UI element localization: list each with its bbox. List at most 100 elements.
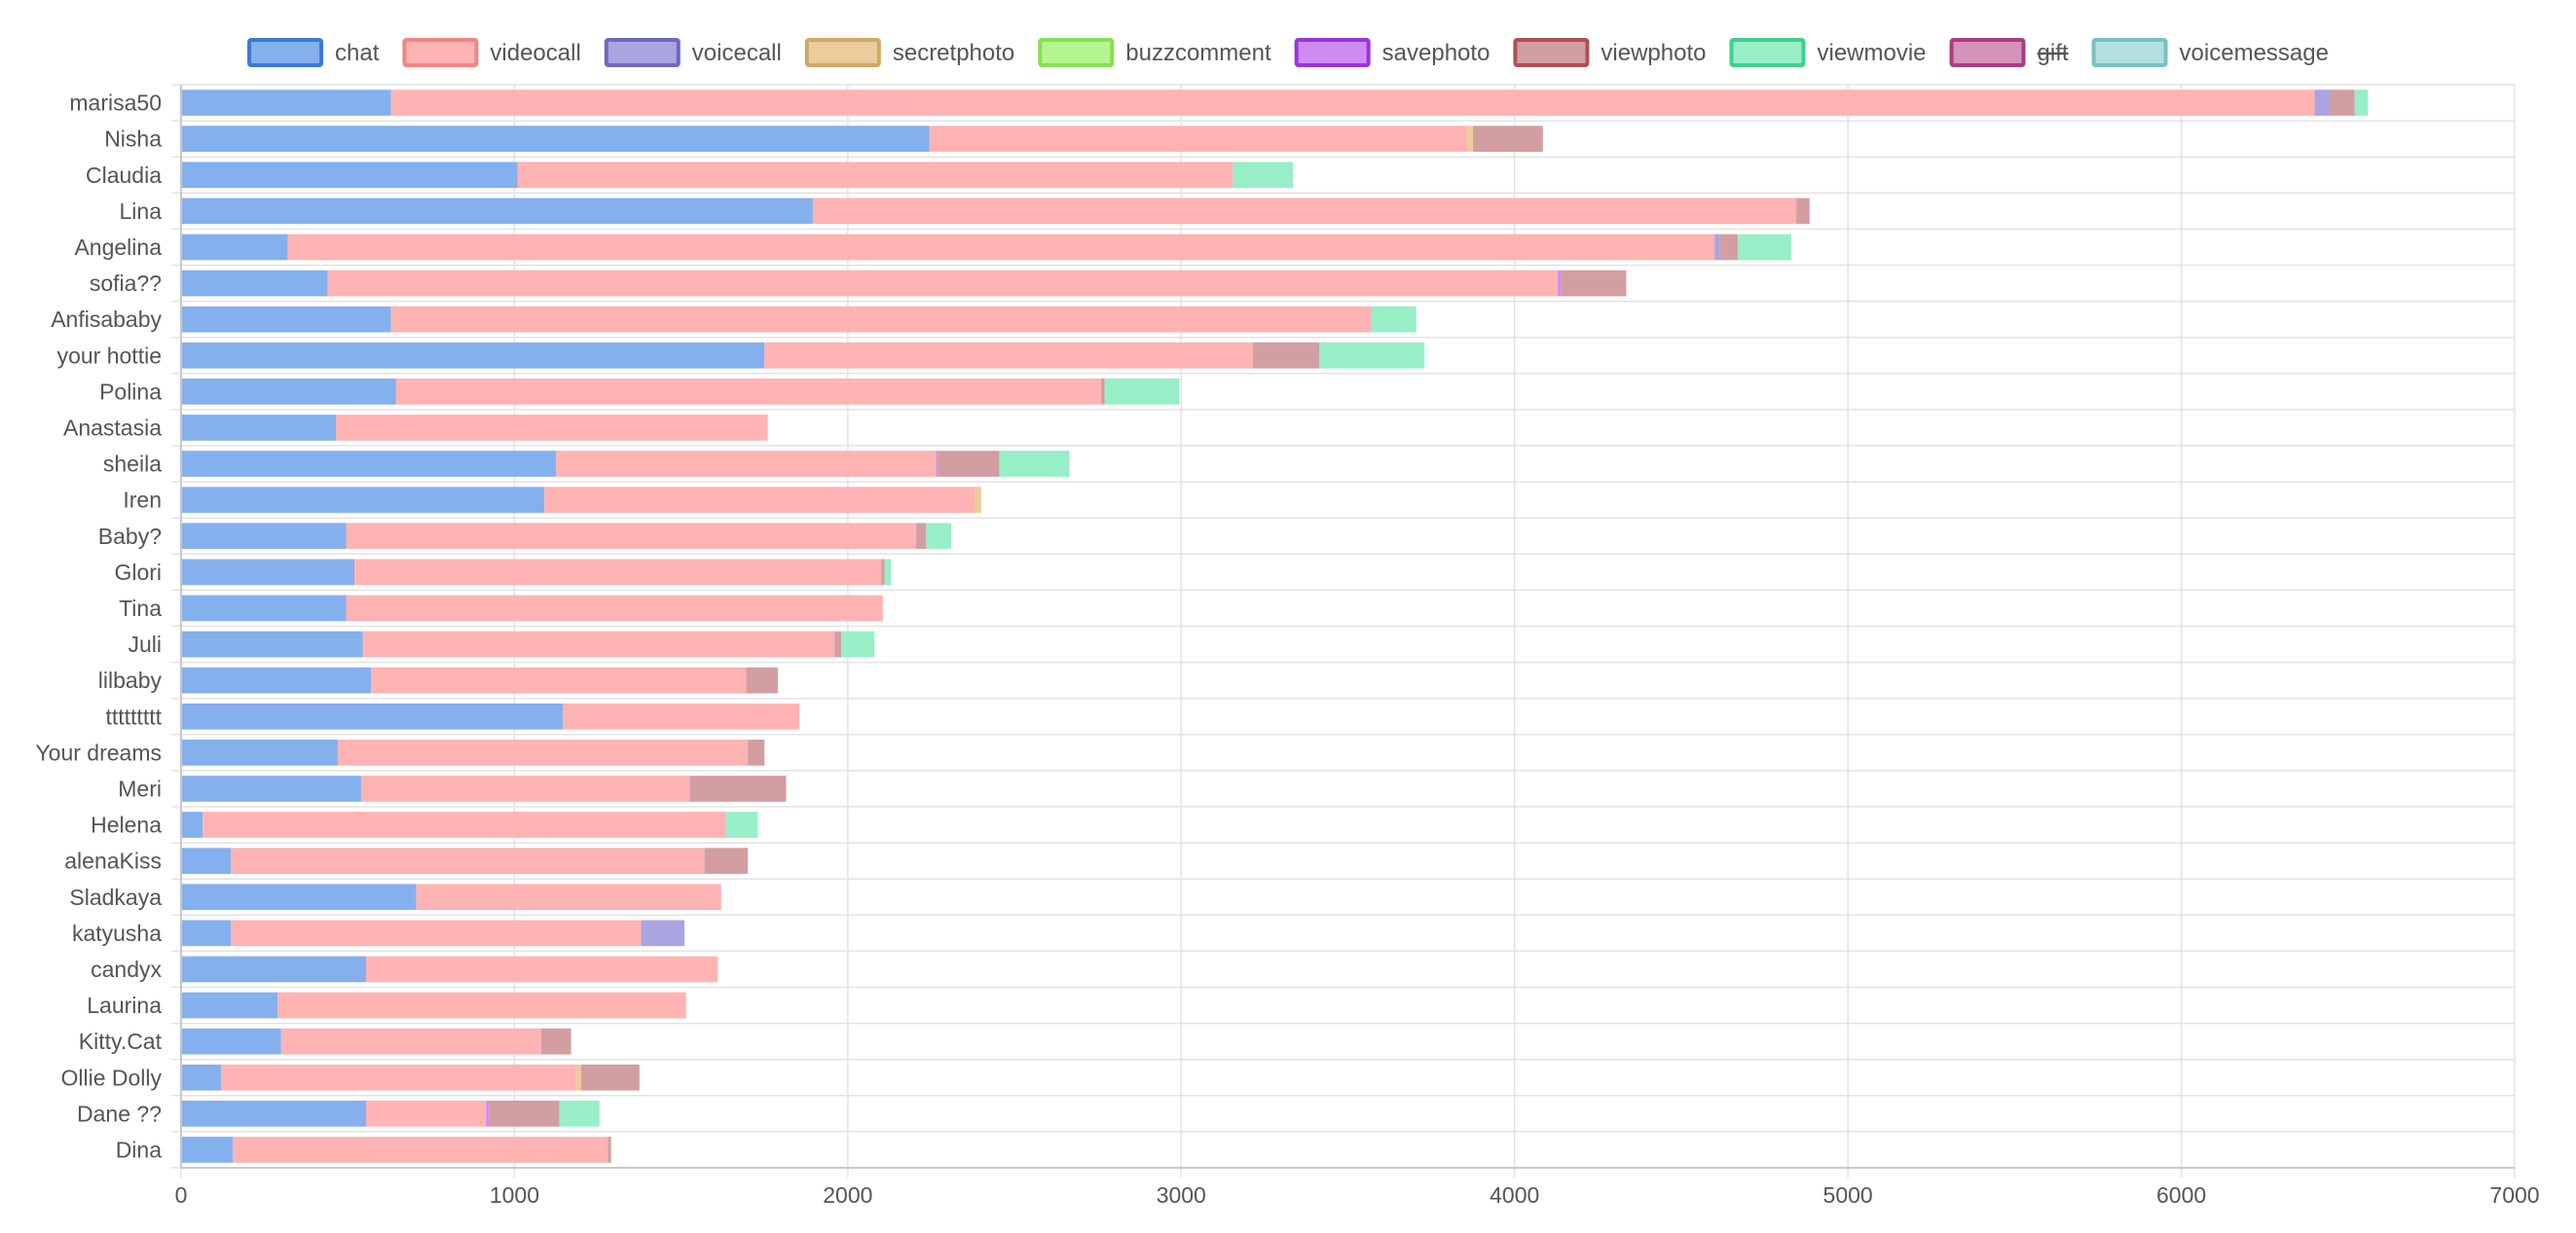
bar-videocall-your-dreams[interactable] [337, 739, 749, 766]
bar-videocall-your-hottie[interactable] [764, 342, 1253, 369]
bar-viewmovie-sheila[interactable] [999, 451, 1070, 477]
bar-viewmovie-dane[interactable] [559, 1100, 600, 1127]
bar-videocall-anfisababy[interactable] [390, 306, 1372, 333]
bar-viewphoto-sheila[interactable] [938, 451, 1000, 477]
bar-videocall-ttttttttt[interactable] [563, 703, 800, 730]
bar-chat-anfisababy[interactable] [181, 306, 391, 333]
bar-videocall-katyusha[interactable] [231, 920, 642, 947]
bar-chat-laurina[interactable] [181, 992, 278, 1019]
bar-viewphoto-your-dreams[interactable] [748, 739, 765, 766]
legend-item-chat[interactable]: chat [247, 38, 380, 67]
bar-chat-your-dreams[interactable] [181, 739, 338, 766]
bar-viewmovie-polina[interactable] [1104, 378, 1180, 405]
bar-chat-baby[interactable] [181, 523, 347, 550]
bar-viewphoto-your-hottie[interactable] [1252, 342, 1320, 369]
bar-videocall-laurina[interactable] [277, 992, 686, 1019]
bar-secretphoto-ollie-dolly[interactable] [575, 1064, 581, 1091]
bar-videocall-sofia[interactable] [327, 270, 1559, 297]
bar-videocall-lilbaby[interactable] [371, 667, 747, 694]
bar-viewphoto-baby[interactable] [916, 523, 927, 550]
bar-videocall-kitty-cat[interactable] [280, 1028, 541, 1055]
bar-voicecall-marisa50[interactable] [2314, 90, 2330, 116]
bar-chat-angelina[interactable] [181, 234, 288, 261]
bar-viewmovie-juli[interactable] [841, 631, 875, 658]
bar-chat-anastasia[interactable] [181, 415, 337, 441]
bar-chat-sofia[interactable] [181, 270, 328, 297]
bar-videocall-dina[interactable] [233, 1137, 608, 1163]
bar-videocall-nisha[interactable] [929, 126, 1468, 153]
bar-videocall-marisa50[interactable] [390, 90, 2315, 116]
bar-chat-lina[interactable] [181, 198, 813, 225]
bar-chat-helena[interactable] [181, 812, 203, 838]
bar-videocall-claudia[interactable] [517, 162, 1233, 189]
bar-videocall-candyx[interactable] [366, 956, 718, 983]
legend-item-viewphoto[interactable]: viewphoto [1513, 38, 1707, 67]
bar-viewphoto-polina[interactable] [1101, 378, 1105, 405]
bar-viewphoto-dane[interactable] [489, 1100, 560, 1127]
bar-videocall-anastasia[interactable] [336, 415, 768, 441]
bar-viewphoto-lina[interactable] [1796, 198, 1810, 225]
bar-videocall-sladkaya[interactable] [416, 884, 721, 911]
bar-viewphoto-dina[interactable] [607, 1137, 611, 1163]
bar-chat-nisha[interactable] [181, 126, 930, 153]
bar-chat-dane[interactable] [181, 1100, 367, 1127]
bar-viewmovie-anfisababy[interactable] [1371, 306, 1417, 333]
legend-item-buzzcomment[interactable]: buzzcomment [1038, 38, 1271, 67]
bar-viewphoto-meri[interactable] [689, 776, 787, 802]
bar-videocall-tina[interactable] [346, 595, 883, 622]
bar-voicecall-katyusha[interactable] [641, 920, 685, 947]
bar-videocall-iren[interactable] [544, 487, 975, 514]
bar-videocall-polina[interactable] [395, 378, 1102, 405]
bar-chat-alenakiss[interactable] [181, 848, 232, 875]
bar-chat-polina[interactable] [181, 378, 396, 405]
bar-viewphoto-kitty-cat[interactable] [540, 1028, 571, 1055]
bar-chat-ttttttttt[interactable] [181, 703, 564, 730]
bar-chat-lilbaby[interactable] [181, 667, 372, 694]
bar-chat-tina[interactable] [181, 595, 347, 622]
bar-chat-kitty-cat[interactable] [181, 1028, 281, 1055]
bar-videocall-glori[interactable] [354, 559, 882, 586]
bar-chat-dina[interactable] [181, 1137, 234, 1163]
bar-videocall-lina[interactable] [812, 198, 1797, 225]
bar-viewphoto-juli[interactable] [834, 631, 842, 658]
bar-chat-ollie-dolly[interactable] [181, 1064, 222, 1091]
bar-videocall-baby[interactable] [346, 523, 917, 550]
bar-savephoto-dane[interactable] [486, 1100, 490, 1127]
bar-viewmovie-marisa50[interactable] [2354, 90, 2369, 116]
bar-viewmovie-baby[interactable] [926, 523, 952, 550]
bar-videocall-helena[interactable] [202, 812, 726, 838]
bar-chat-katyusha[interactable] [181, 920, 232, 947]
legend-item-savephoto[interactable]: savephoto [1294, 38, 1490, 67]
bar-videocall-angelina[interactable] [287, 234, 1715, 261]
bar-videocall-alenakiss[interactable] [231, 848, 705, 875]
bar-viewphoto-nisha[interactable] [1472, 126, 1543, 153]
legend-item-voicecall[interactable]: voicecall [604, 38, 782, 67]
bar-voicecall-angelina[interactable] [1714, 234, 1720, 261]
bar-viewphoto-sofia[interactable] [1561, 270, 1627, 297]
legend-item-videocall[interactable]: videocall [402, 38, 581, 67]
bar-videocall-sheila[interactable] [556, 451, 937, 477]
legend-item-voicemessage[interactable]: voicemessage [2091, 38, 2329, 67]
bar-viewphoto-glori[interactable] [881, 559, 885, 586]
legend-item-viewmovie[interactable]: viewmovie [1729, 38, 1927, 67]
bar-viewphoto-marisa50[interactable] [2329, 90, 2355, 116]
bar-chat-glori[interactable] [181, 559, 355, 586]
bar-viewmovie-helena[interactable] [725, 812, 758, 838]
bar-savephoto-sheila[interactable] [936, 451, 938, 477]
bar-viewphoto-alenakiss[interactable] [704, 848, 749, 875]
bar-videocall-ollie-dolly[interactable] [221, 1064, 576, 1091]
legend-item-gift[interactable]: gift [1949, 38, 2069, 67]
bar-chat-meri[interactable] [181, 776, 361, 802]
bar-chat-candyx[interactable] [181, 956, 367, 983]
bar-chat-your-hottie[interactable] [181, 342, 765, 369]
bar-videocall-meri[interactable] [360, 776, 690, 802]
bar-viewmovie-angelina[interactable] [1738, 234, 1791, 261]
bar-chat-juli[interactable] [181, 631, 363, 658]
bar-chat-sladkaya[interactable] [181, 884, 417, 911]
bar-secretphoto-iren[interactable] [974, 487, 981, 514]
bar-chat-sheila[interactable] [181, 451, 557, 477]
bar-viewphoto-lilbaby[interactable] [746, 667, 778, 694]
bar-savephoto-sofia[interactable] [1558, 270, 1562, 297]
bar-chat-claudia[interactable] [181, 162, 518, 189]
bar-videocall-dane[interactable] [366, 1100, 487, 1127]
